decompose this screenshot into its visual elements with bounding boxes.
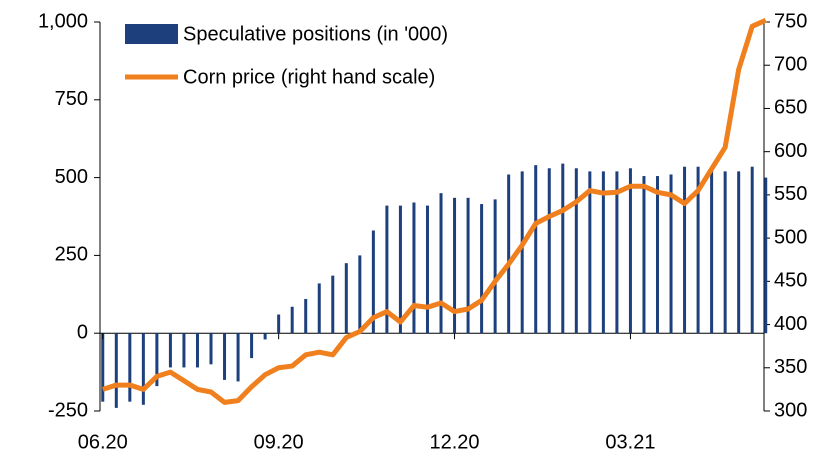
y-tick-label: 250 [55,244,88,266]
bar [223,333,227,380]
bar [168,333,172,368]
bar [669,174,673,334]
y-tick-label: 750 [55,88,88,110]
bar [141,333,145,405]
y2-tick-label: 550 [774,183,807,205]
bar [493,199,497,334]
bar [764,177,768,334]
y2-tick-label: 350 [774,356,807,378]
x-tick-label: 06.20 [78,431,128,451]
bar [412,202,416,334]
bar [371,230,375,334]
bar [317,283,321,334]
x-tick-label: 12.20 [430,431,480,451]
bar [723,171,727,334]
y-tick-label: 0 [77,321,88,343]
bar [425,205,429,334]
y-tick-label: 500 [55,166,88,188]
bar [601,171,605,334]
bar [290,306,294,334]
y2-tick-label: 750 [774,10,807,32]
legend-label: Corn price (right hand scale) [183,66,435,88]
bar [520,171,524,334]
y-tick-label: -250 [48,399,88,421]
bar [480,204,484,334]
bar [628,168,632,334]
price-line [102,17,767,405]
y2-tick-label: 450 [774,270,807,292]
legend-label: Speculative positions (in '000) [183,23,448,45]
y2-tick-label: 650 [774,97,807,119]
bar [155,333,159,387]
bar [304,298,308,334]
bar [737,171,741,334]
bar [574,168,578,334]
bar [453,197,457,334]
y2-tick-label: 500 [774,226,807,248]
bar [547,168,551,334]
bar [209,333,213,365]
bar [250,333,254,359]
bar [710,168,714,334]
y2-tick-label: 700 [774,54,807,76]
bar [195,333,199,368]
bar [263,333,267,340]
bar [534,165,538,334]
bar [114,333,118,408]
bar [398,205,402,334]
bar [615,171,619,334]
bar [344,263,348,334]
bar [385,205,389,334]
bar [696,166,700,334]
bar [683,166,687,334]
bar [182,333,186,368]
legend-swatch [125,24,178,44]
x-tick-label: 09.20 [254,431,304,451]
bar [236,333,240,382]
bar [358,255,362,334]
bar [128,333,132,402]
y2-tick-label: 400 [774,313,807,335]
y2-tick-label: 600 [774,140,807,162]
bar [277,314,281,334]
bar [642,176,646,334]
bar [655,176,659,334]
bar [439,193,443,334]
bar [466,197,470,334]
bar [507,174,511,334]
bar [331,275,335,334]
bar [101,333,105,402]
bar [561,163,565,334]
y-tick-label: 1,000 [38,10,88,32]
y2-tick-label: 300 [774,399,807,421]
x-tick-label: 03.21 [605,431,655,451]
bar [588,171,592,334]
bar [750,166,754,334]
